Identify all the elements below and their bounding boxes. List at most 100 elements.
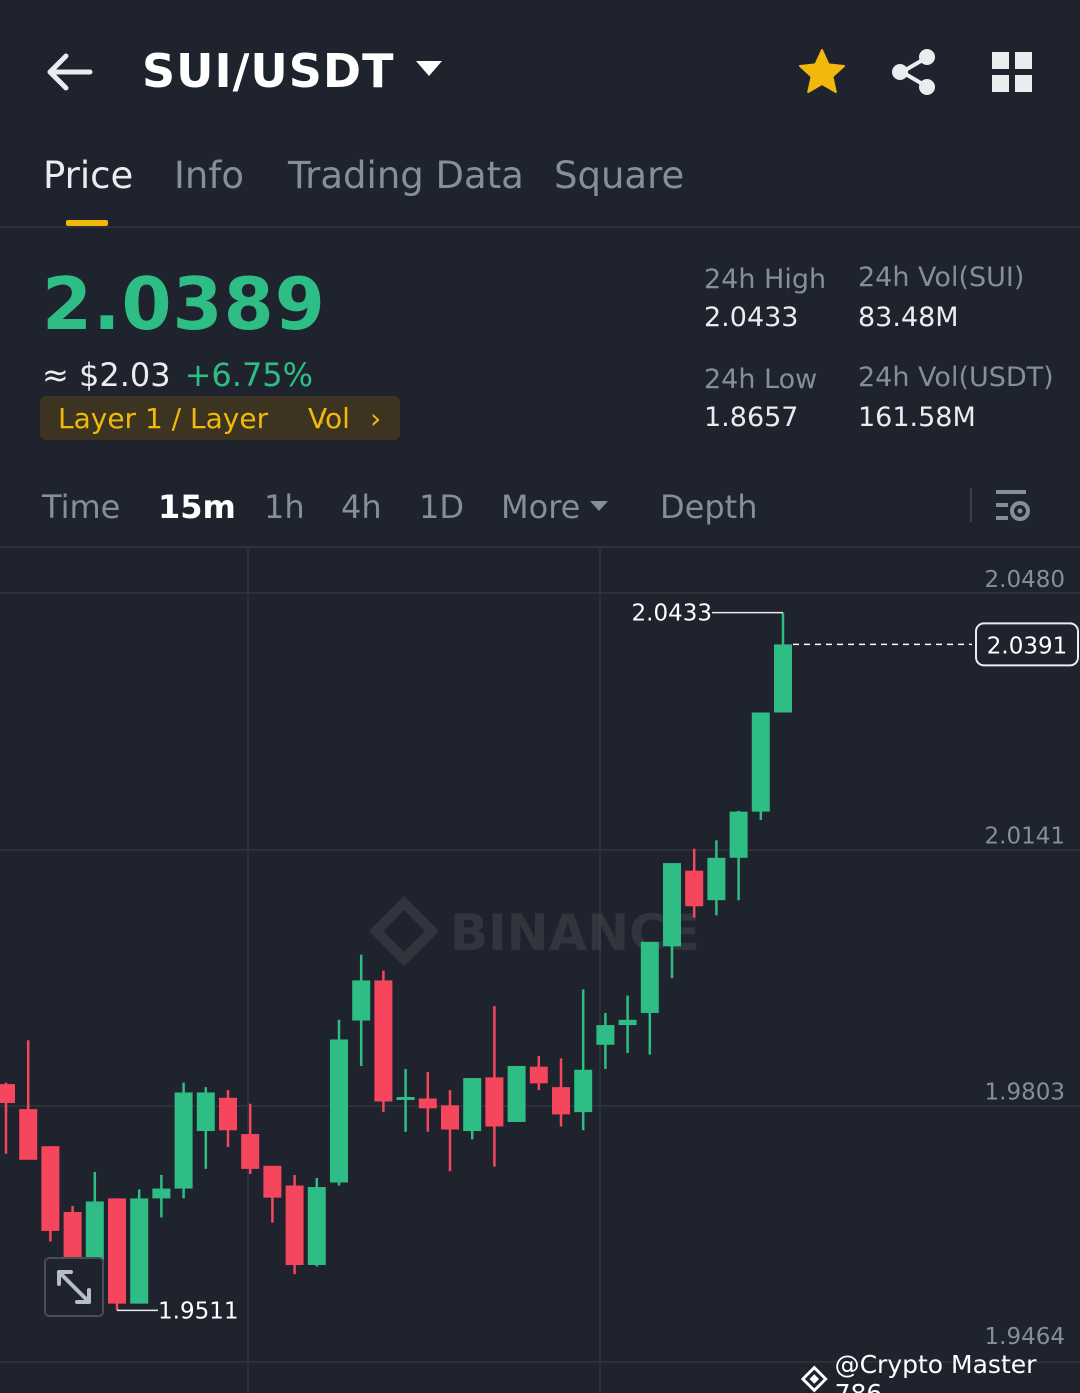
top-bar: SUI/USDT: [0, 0, 1080, 140]
candle: [441, 1090, 459, 1172]
interval-divider: [970, 488, 972, 522]
grid-icon[interactable]: [986, 46, 1038, 98]
expand-icon: [57, 1270, 91, 1304]
candle: [640, 941, 659, 1055]
active-tab-indicator: [66, 220, 108, 226]
candle: [41, 1146, 60, 1242]
candle: [507, 1065, 526, 1122]
fiat-row: ≈ $2.03 +6.75%: [42, 356, 313, 394]
candle: [263, 1165, 282, 1223]
back-arrow-icon[interactable]: [44, 48, 96, 96]
credit-watermark: @Crypto Master 786: [800, 1350, 1080, 1393]
candle-body: [463, 1078, 482, 1132]
candle: [196, 1087, 215, 1169]
low-label: 24h Low: [704, 364, 818, 395]
tab-price[interactable]: Price: [43, 154, 134, 197]
y-tick-label: 1.9803: [985, 1079, 1065, 1105]
share-icon[interactable]: [888, 46, 940, 98]
candle: [19, 1040, 38, 1160]
tag-divider: [321, 412, 323, 424]
category-tag[interactable]: Layer 1 / Layer Vol ›: [40, 396, 400, 440]
candle: [352, 954, 371, 1066]
vol-label: Vol: [308, 402, 350, 435]
candle: [174, 1082, 193, 1199]
candle-body: [219, 1097, 237, 1131]
tab-info[interactable]: Info: [174, 154, 245, 197]
candle: [663, 863, 681, 979]
expand-chart-button[interactable]: [44, 1257, 104, 1317]
low-marker-label: 1.9511: [158, 1298, 238, 1324]
chart-annotations: 2.0391 2.0433 1.9511: [117, 601, 1079, 1324]
fiat-price: ≈ $2.03: [42, 356, 171, 394]
interval-time[interactable]: Time: [42, 488, 121, 526]
binance-logo-icon: [800, 1365, 828, 1393]
candle: [374, 970, 393, 1113]
category-label: Layer 1 / Layer: [58, 402, 269, 435]
candle-body: [596, 1025, 615, 1045]
candle: [574, 989, 593, 1131]
vol-quote-value: 161.58M: [858, 402, 976, 433]
candle-body: [418, 1098, 437, 1109]
interval-15m[interactable]: 15m: [158, 488, 236, 526]
candle: [108, 1198, 126, 1311]
candle-body: [707, 857, 726, 901]
last-price: 2.0389: [42, 262, 326, 346]
tab-square[interactable]: Square: [554, 154, 685, 197]
candle: [774, 612, 792, 713]
pair-selector[interactable]: SUI/USDT: [142, 44, 443, 98]
candle: [751, 712, 770, 820]
more-label: More: [501, 488, 581, 526]
candle-body: [685, 870, 704, 907]
candle: [130, 1189, 149, 1304]
pair-title: SUI/USDT: [142, 44, 395, 98]
credit-text: @Crypto Master 786: [834, 1350, 1037, 1393]
candle-body: [285, 1185, 304, 1266]
candle-body: [263, 1165, 282, 1198]
candle: [618, 995, 637, 1054]
interval-depth[interactable]: Depth: [660, 488, 758, 526]
candle-body: [574, 1069, 593, 1113]
candle: [596, 1012, 615, 1069]
star-icon[interactable]: [796, 46, 848, 98]
candle: [529, 1056, 548, 1091]
candle: [685, 848, 704, 918]
y-axis: 2.0480 2.0141 1.9803 1.9464: [985, 567, 1065, 1350]
candle: [396, 1068, 415, 1132]
candle: [485, 1006, 504, 1167]
candle-body: [152, 1188, 171, 1199]
candle-body: [751, 712, 770, 812]
candle-body: [196, 1092, 215, 1132]
candle-body: [552, 1087, 570, 1115]
candle: [219, 1090, 237, 1147]
candle-body: [307, 1187, 326, 1266]
chevron-right-icon: ›: [370, 402, 382, 435]
current-price-box: [975, 622, 1079, 667]
candle-body: [396, 1096, 415, 1100]
tab-bar: Price Info Trading Data Square: [0, 140, 1080, 228]
candles: [0, 612, 792, 1311]
candle: [707, 840, 726, 916]
candle-body: [507, 1065, 526, 1122]
candle-body: [241, 1134, 260, 1169]
interval-1d[interactable]: 1D: [419, 488, 464, 526]
candle-body: [130, 1198, 149, 1304]
interval-1h[interactable]: 1h: [264, 488, 305, 526]
candle-body: [729, 811, 748, 858]
interval-more[interactable]: More: [501, 488, 609, 526]
candle-body: [374, 980, 393, 1102]
chart-settings-icon[interactable]: [994, 486, 1032, 526]
candle: [241, 1103, 260, 1175]
vol-base-label: 24h Vol(SUI): [858, 262, 1025, 293]
interval-4h[interactable]: 4h: [341, 488, 382, 526]
tab-trading-data[interactable]: Trading Data: [288, 154, 524, 197]
candle-body: [108, 1198, 126, 1304]
price-change: +6.75%: [184, 356, 314, 394]
more-caret-icon: [590, 501, 609, 511]
candle-body: [0, 1084, 15, 1104]
candle-body: [529, 1066, 548, 1084]
y-tick-label: 1.9464: [985, 1324, 1065, 1350]
candle-body: [330, 1039, 348, 1183]
high-label: 24h High: [704, 264, 827, 295]
low-value: 1.8657: [704, 402, 799, 433]
